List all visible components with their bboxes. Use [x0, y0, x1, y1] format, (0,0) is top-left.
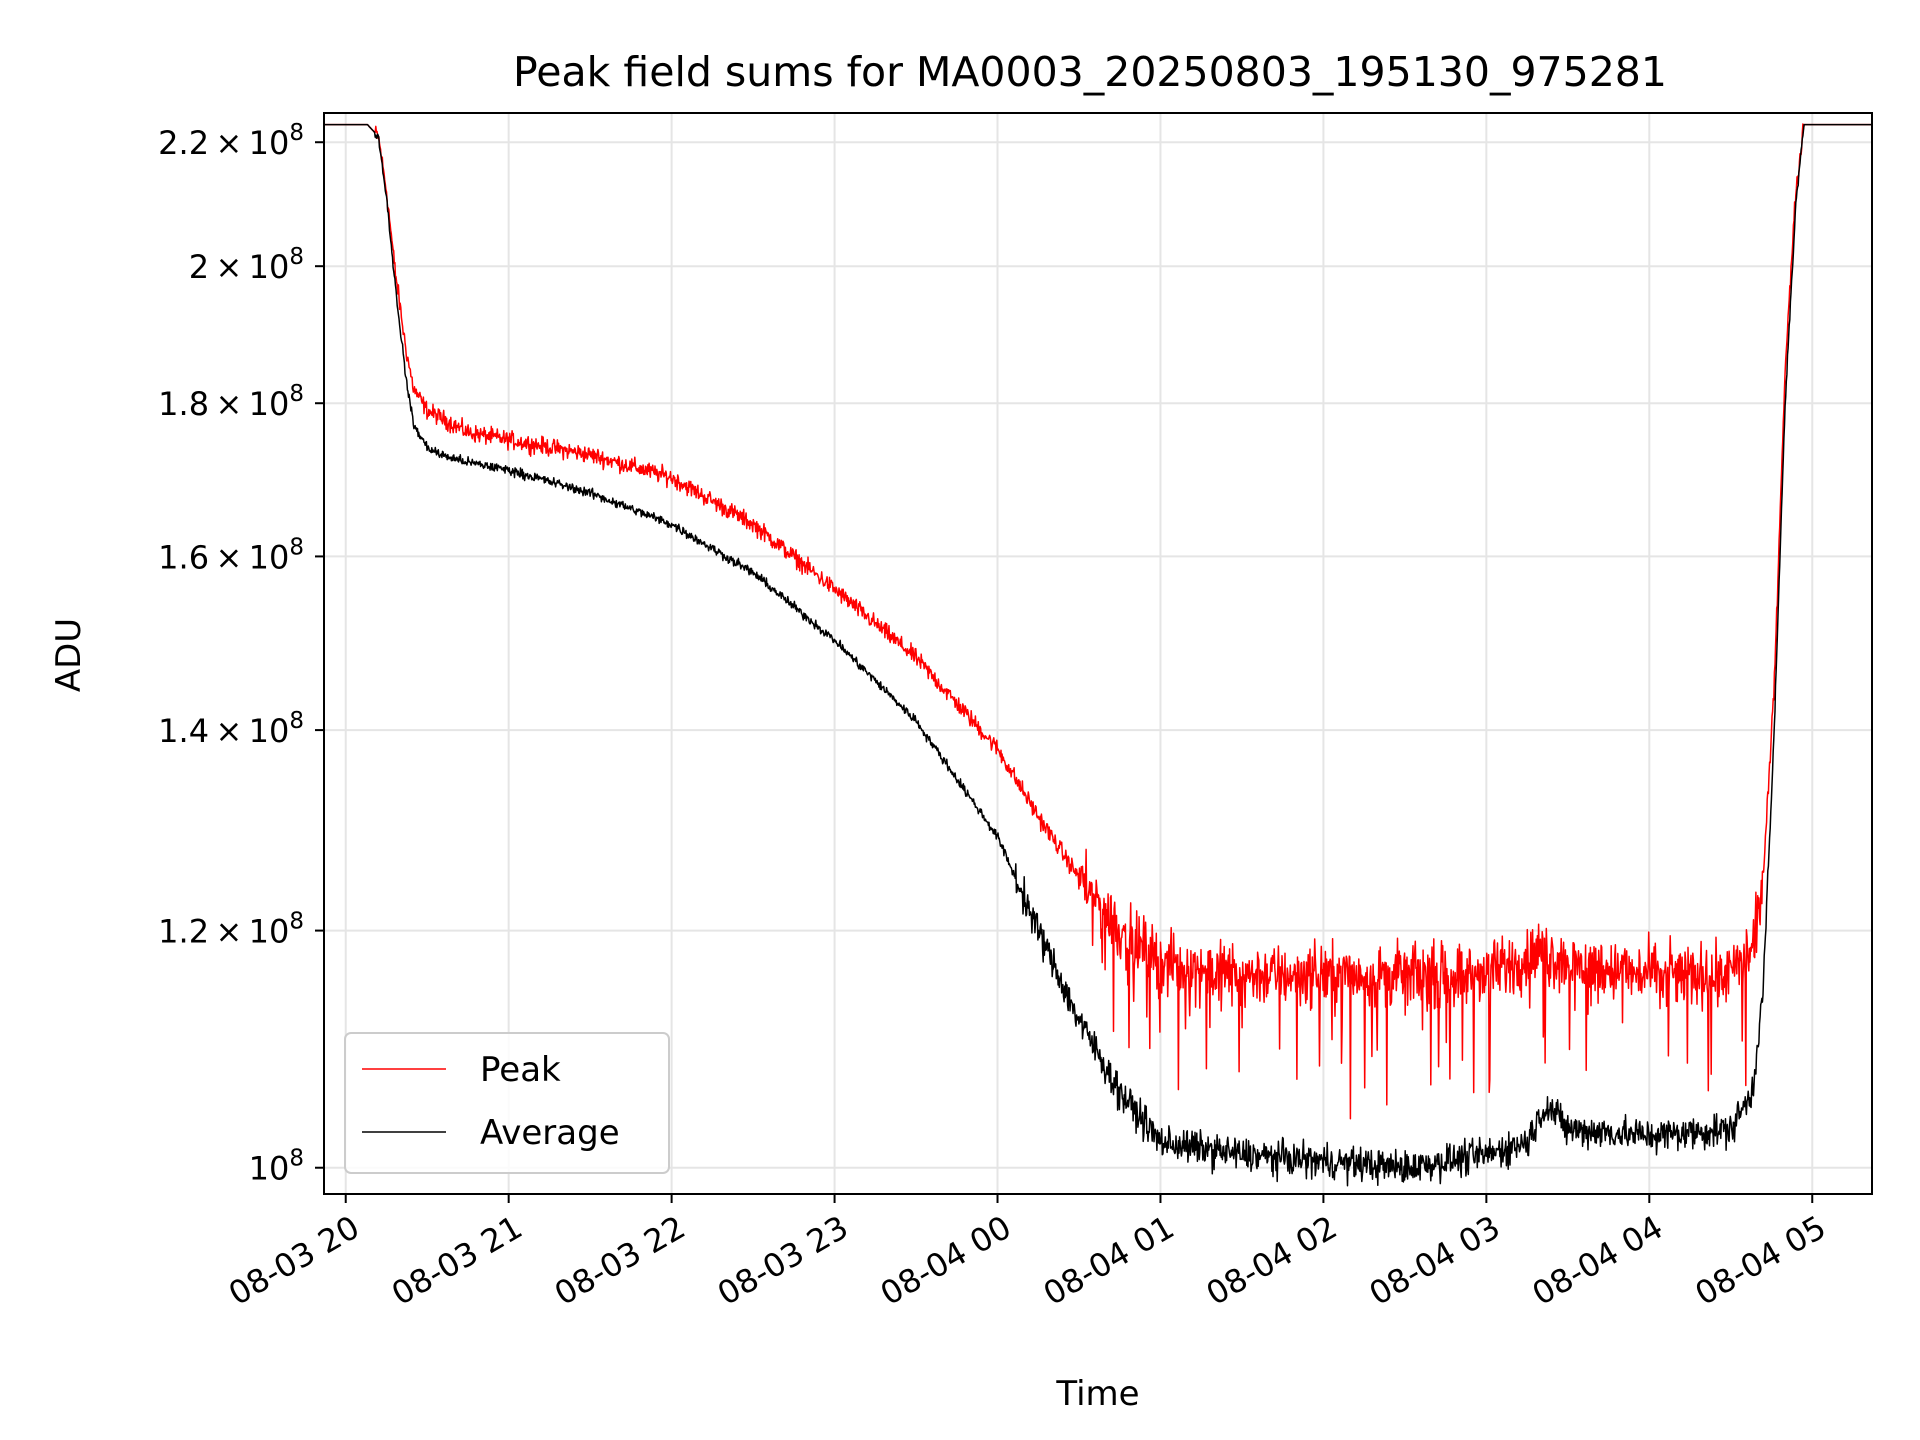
y-tick-label: 2.2 × 108: [158, 120, 304, 162]
plot-frame: [323, 112, 1873, 1195]
y-tick-label: 1.2 × 108: [158, 909, 304, 951]
y-tick-label: 1.6 × 108: [158, 534, 304, 576]
legend: Peak Average: [344, 1032, 670, 1174]
legend-box: [344, 1032, 670, 1174]
y-tick-label: 1.8 × 108: [158, 381, 304, 423]
y-tick-label: 108: [249, 1146, 304, 1188]
chart-title: Peak field sums for MA0003_20250803_1951…: [513, 48, 1667, 96]
series-layer: [324, 123, 1872, 1187]
grid: [324, 113, 1872, 1194]
legend-label-average: Average: [480, 1113, 620, 1153]
y-tick-label: 2 × 108: [189, 244, 304, 286]
series-line-average: [324, 123, 1872, 1187]
y-axis: 108 1.2 × 108 1.4 × 108 1.6 × 108 1.8 × 108 2…: [158, 120, 324, 1188]
y-axis-title: ADU: [49, 618, 89, 692]
y-tick-label: 1.4 × 108: [158, 708, 304, 750]
series-line-peak: [324, 123, 1872, 1120]
legend-label-peak: Peak: [480, 1050, 561, 1090]
x-axis-title: Time: [1055, 1374, 1139, 1414]
